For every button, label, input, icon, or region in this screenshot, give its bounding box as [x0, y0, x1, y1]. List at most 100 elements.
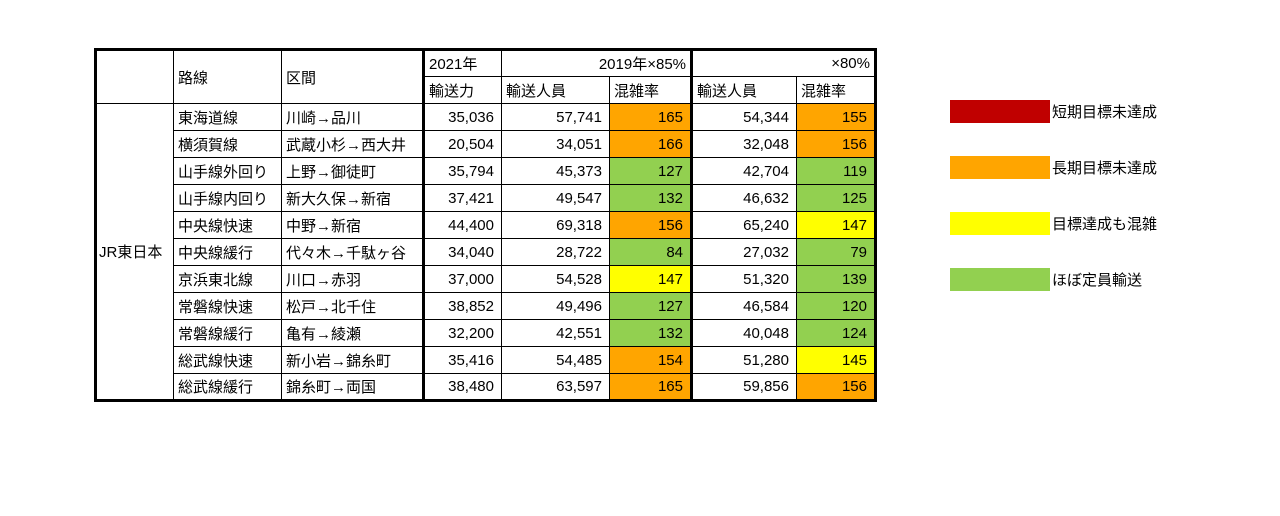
congestion-80-cell: 79 [796, 238, 876, 266]
table-row: 中央線快速 中野→新宿 44,400 69,318 156 65,240 147 [96, 211, 876, 239]
capacity-cell: 32,200 [422, 319, 502, 347]
line-cell: 京浜東北線 [173, 265, 282, 293]
table-row: 横須賀線 武蔵小杉→西大井 20,504 34,051 166 32,048 1… [96, 130, 876, 158]
table-row: 京浜東北線 川口→赤羽 37,000 54,528 147 51,320 139 [96, 265, 876, 293]
congestion-85-cell: 165 [609, 373, 692, 401]
section-cell: 上野→御徒町 [281, 157, 424, 185]
corner-cell [95, 49, 174, 104]
table-row: JR東日本 東海道線 川崎→品川 35,036 57,741 165 54,344… [95, 103, 876, 401]
congestion-85-cell: 132 [609, 319, 692, 347]
capacity-cell: 35,036 [422, 103, 502, 131]
capacity-cell: 44,400 [422, 211, 502, 239]
congestion-85-cell: 132 [609, 184, 692, 212]
capacity-cell: 35,794 [422, 157, 502, 185]
congestion-80-cell: 119 [796, 157, 876, 185]
passengers-85-cell: 34,051 [501, 130, 610, 158]
passengers-80-cell: 32,048 [690, 130, 797, 158]
capacity-cell: 34,040 [422, 238, 502, 266]
line-cell: 総武線緩行 [173, 373, 282, 401]
congestion-85-cell: 156 [609, 211, 692, 239]
congestion-80-cell: 125 [796, 184, 876, 212]
header-row-2: 輸送力 輸送人員 混雑率 輸送人員 混雑率 [96, 76, 876, 104]
congestion-85-cell: 166 [609, 130, 692, 158]
passengers-85-cell: 54,528 [501, 265, 610, 293]
col-header-x80: ×80% [690, 49, 876, 77]
congestion-80-cell: 156 [796, 130, 876, 158]
passengers-85-cell: 42,551 [501, 319, 610, 347]
passengers-80-cell: 65,240 [690, 211, 797, 239]
passengers-80-cell: 46,632 [690, 184, 797, 212]
table-row: 常磐線快速 松戸→北千住 38,852 49,496 127 46,584 12… [96, 292, 876, 320]
congestion-85-cell: 127 [609, 157, 692, 185]
col-header-capacity: 輸送力 [422, 76, 502, 104]
capacity-cell: 37,000 [422, 265, 502, 293]
passengers-80-cell: 27,032 [690, 238, 797, 266]
col-header-passengers-80: 輸送人員 [690, 76, 797, 104]
passengers-85-cell: 45,373 [501, 157, 610, 185]
legend-item-short-term: 短期目標未達成 [950, 100, 1157, 123]
section-cell: 錦糸町→両国 [281, 373, 424, 401]
legend-item-goal-met-crowded: 目標達成も混雑 [950, 212, 1157, 235]
passengers-85-cell: 49,547 [501, 184, 610, 212]
legend-swatch-green [950, 268, 1050, 291]
table-row: 中央線緩行 代々木→千駄ヶ谷 34,040 28,722 84 27,032 7… [96, 238, 876, 266]
line-cell: 常磐線緩行 [173, 319, 282, 347]
table-row: 総武線快速 新小岩→錦糸町 35,416 54,485 154 51,280 1… [96, 346, 876, 374]
legend-swatch-yellow [950, 212, 1050, 235]
passengers-80-cell: 40,048 [690, 319, 797, 347]
congestion-80-cell: 155 [796, 103, 876, 131]
line-cell: 東海道線 [173, 103, 282, 131]
congestion-80-cell: 156 [796, 373, 876, 401]
legend-label-short-term: 短期目標未達成 [1052, 104, 1158, 121]
congestion-85-cell: 154 [609, 346, 692, 374]
congestion-85-cell: 147 [609, 265, 692, 293]
capacity-cell: 20,504 [422, 130, 502, 158]
congestion-80-cell: 120 [796, 292, 876, 320]
legend-label-near-capacity: ほぼ定員輸送 [1052, 272, 1143, 289]
header-row-1: 路線 区間 2021年 2019年×85% ×80% [95, 49, 876, 104]
company-cell: JR東日本 [95, 103, 174, 401]
table-row: 山手線外回り 上野→御徒町 35,794 45,373 127 42,704 1… [96, 157, 876, 185]
congestion-85-cell: 165 [609, 103, 692, 131]
section-cell: 川崎→品川 [281, 103, 424, 131]
capacity-cell: 37,421 [422, 184, 502, 212]
col-header-2021: 2021年 [422, 49, 502, 77]
congestion-80-cell: 139 [796, 265, 876, 293]
table-body: JR東日本 東海道線 川崎→品川 35,036 57,741 165 54,344… [95, 103, 876, 401]
table-row: 山手線内回り 新大久保→新宿 37,421 49,547 132 46,632 … [96, 184, 876, 212]
congestion-85-cell: 127 [609, 292, 692, 320]
line-cell: 横須賀線 [173, 130, 282, 158]
legend-label-long-term: 長期目標未達成 [1052, 160, 1158, 177]
passengers-80-cell: 51,320 [690, 265, 797, 293]
congestion-80-cell: 124 [796, 319, 876, 347]
line-cell: 中央線快速 [173, 211, 282, 239]
section-cell: 新大久保→新宿 [281, 184, 424, 212]
passengers-85-cell: 63,597 [501, 373, 610, 401]
congestion-85-cell: 84 [609, 238, 692, 266]
section-cell: 川口→赤羽 [281, 265, 424, 293]
capacity-cell: 38,852 [422, 292, 502, 320]
passengers-85-cell: 28,722 [501, 238, 610, 266]
section-cell: 新小岩→錦糸町 [281, 346, 424, 374]
section-cell: 中野→新宿 [281, 211, 424, 239]
table-row: 常磐線緩行 亀有→綾瀬 32,200 42,551 132 40,048 124 [96, 319, 876, 347]
col-header-line: 路線 [173, 49, 282, 104]
passengers-85-cell: 69,318 [501, 211, 610, 239]
legend-item-long-term: 長期目標未達成 [950, 156, 1157, 179]
capacity-cell: 38,480 [422, 373, 502, 401]
section-cell: 亀有→綾瀬 [281, 319, 424, 347]
line-cell: 中央線緩行 [173, 238, 282, 266]
legend: 短期目標未達成 長期目標未達成 目標達成も混雑 ほぼ定員輸送 [950, 100, 1157, 324]
passengers-85-cell: 49,496 [501, 292, 610, 320]
passengers-80-cell: 46,584 [690, 292, 797, 320]
legend-swatch-orange [950, 156, 1050, 179]
passengers-80-cell: 59,856 [690, 373, 797, 401]
line-cell: 常磐線快速 [173, 292, 282, 320]
col-header-congestion-80: 混雑率 [796, 76, 876, 104]
section-cell: 松戸→北千住 [281, 292, 424, 320]
col-header-congestion-85: 混雑率 [609, 76, 692, 104]
congestion-80-cell: 145 [796, 346, 876, 374]
passengers-80-cell: 42,704 [690, 157, 797, 185]
legend-swatch-dark-red [950, 100, 1050, 123]
